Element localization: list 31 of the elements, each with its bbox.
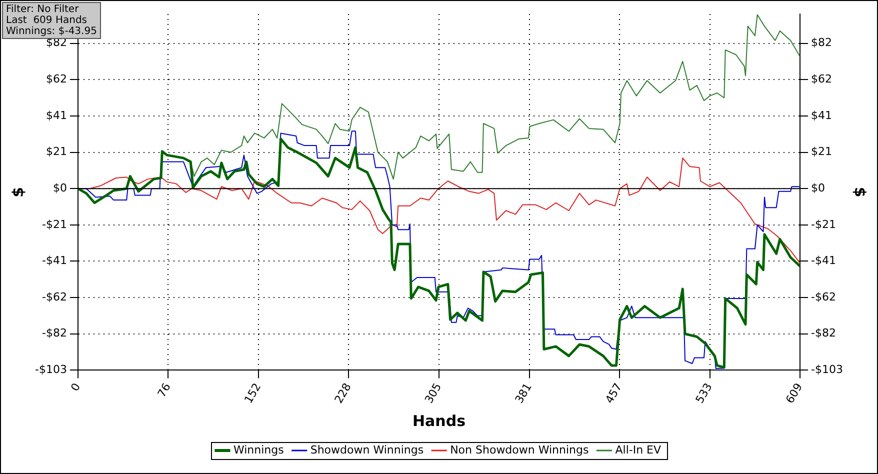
y2-tick-label: $21	[811, 145, 832, 158]
legend-label: Showdown Winnings	[310, 443, 424, 456]
y2-tick-label: $41	[811, 108, 832, 122]
y-axis-title: $	[8, 186, 27, 198]
y2-tick-label: $0	[811, 181, 826, 194]
annotation: Filter: No Filter	[6, 4, 79, 15]
y-tick-label: -$82	[42, 326, 67, 340]
x-axis-title: Hands	[412, 412, 466, 430]
y-tick-label: -$21	[42, 218, 67, 231]
annotation: Last 609 Hands	[6, 15, 87, 26]
y-tick-label: $41	[46, 108, 67, 122]
legend-label: Winnings	[233, 443, 284, 456]
x-tick-label: 0	[68, 380, 84, 394]
y2-tick-label: -$41	[811, 254, 836, 268]
y2-tick-label: -$62	[811, 290, 836, 304]
y-tick-label: -$41	[42, 254, 67, 268]
y-tick-label: $62	[46, 72, 67, 86]
y-tick-label: $0	[52, 181, 67, 194]
y2-tick-label: -$103	[811, 363, 844, 376]
y2-tick-label: -$82	[811, 326, 836, 340]
y-tick-label: -$62	[42, 290, 67, 304]
legend-label: All-In EV	[615, 443, 662, 456]
y-tick-label: -$103	[34, 363, 67, 376]
y2-tick-label: $82	[811, 36, 832, 50]
annotation: Winnings: $-43.95	[6, 26, 97, 37]
x-tick-label: 76	[155, 380, 174, 400]
y2-axis-title: $	[851, 186, 870, 198]
y2-tick-label: -$21	[811, 218, 836, 231]
y-tick-label: $21	[46, 145, 67, 158]
y2-tick-label: $62	[811, 72, 832, 86]
legend-label: Non Showdown Winnings	[450, 443, 590, 456]
